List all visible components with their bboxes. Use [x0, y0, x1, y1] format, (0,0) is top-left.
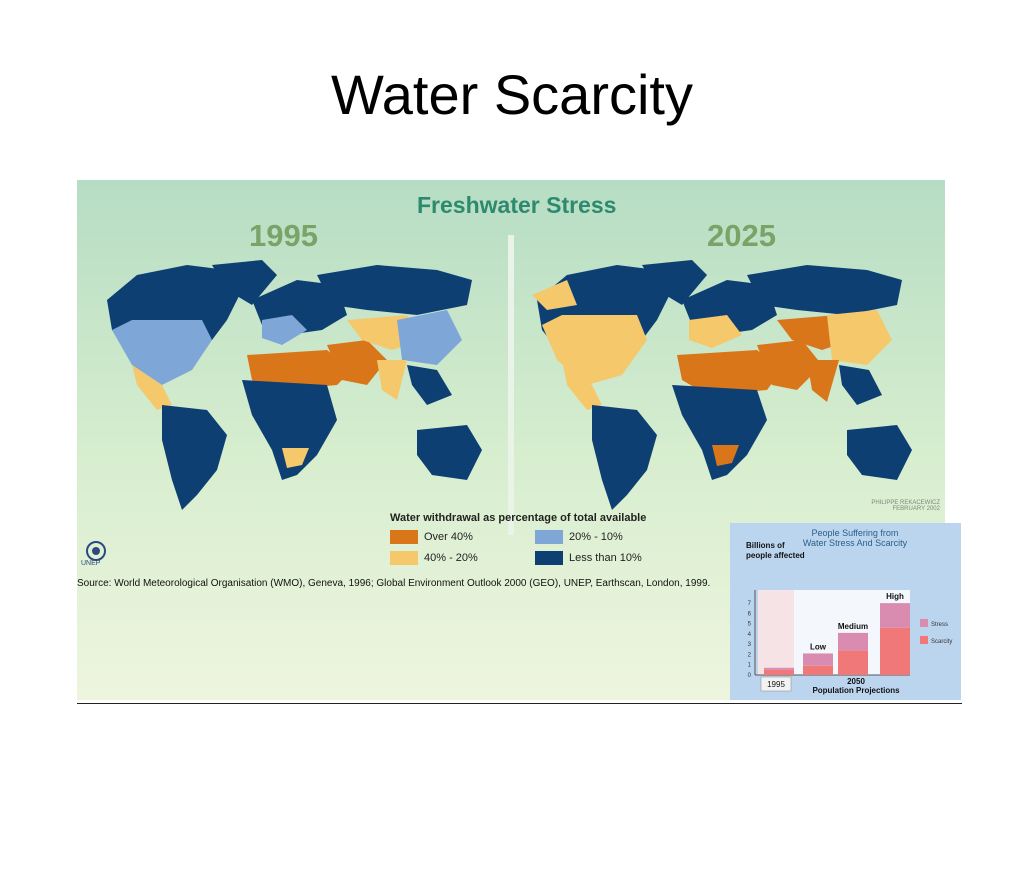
chart-region-1995	[758, 590, 794, 675]
legend-item: Over 40%	[390, 530, 473, 544]
y-tick-label: 2	[748, 652, 752, 658]
map-1995-greenland	[212, 260, 277, 305]
bar-stress	[880, 603, 910, 628]
bar-category-label: Medium	[838, 622, 868, 631]
x-axis-title: Population Projections	[812, 686, 900, 695]
legend-label: 40% - 20%	[424, 552, 478, 564]
figure-title: Freshwater Stress	[417, 192, 617, 218]
map-panel: Freshwater Stress 1995 2025 PHILIPPE REK…	[77, 180, 945, 700]
year-label-2025: 2025	[707, 218, 776, 253]
bar-scarcity	[838, 650, 868, 675]
map-1995-south-america	[162, 405, 227, 510]
map-2025-southeast-asia	[839, 365, 882, 405]
map-1995-mexico	[132, 365, 172, 410]
map-2025-china	[827, 310, 892, 365]
map-1995-russia	[317, 265, 472, 315]
map-1995-africa-north	[247, 350, 352, 390]
source-citation: Source: World Meteorological Organisatio…	[77, 578, 711, 589]
legend-swatch-scarcity	[920, 636, 928, 644]
bar-scarcity	[880, 627, 910, 675]
legend-label: Less than 10%	[569, 552, 642, 564]
y-tick-label: 4	[748, 632, 752, 638]
x-group-label-1995: 1995	[767, 680, 785, 689]
map-2025-usa	[542, 315, 647, 385]
legend-swatch-stress	[920, 619, 928, 627]
map-2025-mexico	[562, 360, 602, 410]
legend-item: 20% - 10%	[535, 530, 623, 544]
map-2025-europe-west	[689, 315, 742, 348]
map-2025-africa	[672, 385, 767, 480]
inset-title-line-2: Water Stress And Scarcity	[802, 538, 908, 548]
bar-category-label: Low	[810, 642, 827, 651]
map-2025-africa-north	[677, 350, 782, 395]
map-2025	[532, 260, 912, 510]
map-2025-south-america	[592, 405, 657, 510]
map-divider	[508, 235, 514, 535]
population-chart-inset: People Suffering from Water Stress And S…	[730, 523, 961, 700]
legend-swatch-less-10	[535, 551, 563, 565]
y-tick-label: 5	[748, 622, 752, 628]
world-maps	[107, 260, 912, 510]
map-2025-india	[807, 360, 839, 402]
bar-stress	[803, 653, 833, 666]
y-tick-label: 0	[748, 673, 752, 679]
legend-label: 20% - 10%	[569, 531, 623, 543]
legend-item: 40% - 20%	[390, 551, 478, 565]
inset-title: People Suffering from Water Stress And S…	[770, 528, 940, 548]
map-2025-south-africa	[712, 445, 739, 466]
map-1995-south-africa	[282, 448, 309, 468]
y-axis-label: Billions of	[746, 541, 785, 550]
y-tick-label: 3	[748, 642, 752, 648]
x-group-box-1995	[760, 676, 792, 692]
bar-scarcity	[803, 665, 833, 675]
legend-label-stress: Stress	[931, 622, 948, 628]
inset-title-line-1: People Suffering from	[811, 528, 899, 538]
map-2025-australia	[847, 425, 912, 480]
legend-label-scarcity: Scarcity	[931, 639, 952, 645]
legend-title: Water withdrawal as percentage of total …	[390, 512, 647, 524]
map-1995	[107, 260, 482, 510]
bar-category-label: High	[886, 592, 904, 601]
legend-swatch-over-40	[390, 530, 418, 544]
map-1995-china	[397, 310, 462, 365]
y-tick-label: 7	[748, 601, 752, 607]
map-1995-europe-west	[262, 315, 307, 345]
x-group-label-2050: 2050	[847, 677, 865, 686]
map-1995-southeast-asia	[407, 365, 452, 405]
freshwater-stress-figure: Freshwater Stress 1995 2025 PHILIPPE REK…	[77, 180, 962, 704]
bar-scarcity	[764, 669, 794, 675]
legend-swatch-40-20	[390, 551, 418, 565]
map-1995-india	[377, 360, 407, 400]
legend-label: Over 40%	[424, 531, 473, 543]
bar-stress	[838, 632, 868, 651]
legend-item: Less than 10%	[535, 551, 642, 565]
map-1995-africa	[242, 380, 337, 480]
unep-logo-icon	[86, 541, 106, 561]
map-2025-greenland	[642, 260, 707, 305]
map-credit: PHILIPPE REKACEWICZ FEBRUARY 2002	[871, 500, 940, 512]
map-2025-russia	[747, 265, 902, 315]
y-axis-label: people affected	[746, 551, 805, 560]
unep-label: UNEP	[81, 560, 101, 567]
map-2025-middle-east	[757, 340, 822, 390]
slide-title: Water Scarcity	[331, 63, 693, 126]
legend-swatch-20-10	[535, 530, 563, 544]
year-label-1995: 1995	[249, 218, 318, 253]
y-tick-label: 6	[748, 611, 752, 617]
map-1995-usa	[112, 320, 212, 385]
y-tick-label: 1	[748, 663, 752, 669]
map-1995-middle-east	[327, 340, 387, 385]
bar-stress	[764, 667, 794, 670]
map-1995-australia	[417, 425, 482, 480]
map-2025-alaska	[532, 280, 577, 310]
